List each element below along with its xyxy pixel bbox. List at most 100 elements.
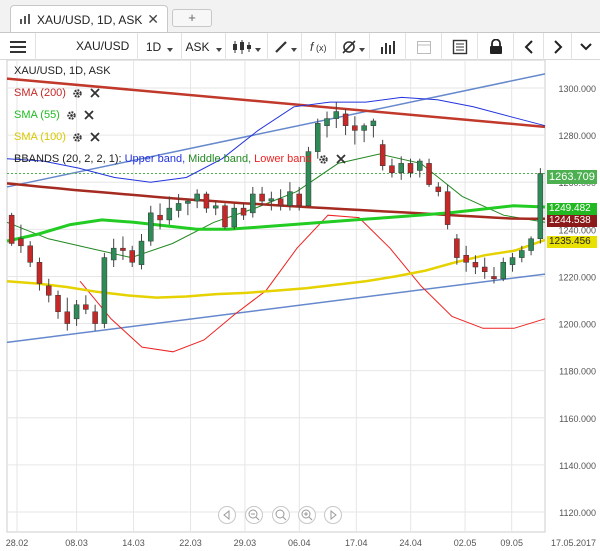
- candle-body: [528, 238, 534, 251]
- zoom-in-button[interactable]: [298, 506, 316, 524]
- bb-lower-label: Lower band: [254, 153, 312, 165]
- legend-sma55: SMA (55): [14, 109, 94, 121]
- close-icon[interactable]: [90, 132, 100, 142]
- candle-body: [231, 207, 238, 228]
- sma55-label[interactable]: SMA (55): [14, 109, 60, 121]
- y-tick-label: 1280.000: [558, 131, 596, 141]
- gear-icon[interactable]: [318, 154, 329, 165]
- legend-sma100: SMA (100): [14, 131, 100, 143]
- x-tick-label: 02.05: [454, 538, 477, 548]
- scroll-back-button[interactable]: [218, 506, 236, 524]
- bbands-label[interactable]: BBANDS (20, 2, 2, 1):: [14, 153, 122, 165]
- gear-icon[interactable]: [66, 110, 77, 121]
- close-icon[interactable]: [84, 110, 94, 120]
- svg-text:f: f: [310, 40, 315, 54]
- chart-type-button[interactable]: [226, 33, 268, 60]
- reset-zoom-button[interactable]: [272, 506, 290, 524]
- lock-icon: [489, 38, 502, 54]
- candle-body: [305, 151, 312, 207]
- sma55-line: [6, 204, 546, 243]
- candle-body: [55, 295, 61, 313]
- close-icon[interactable]: [90, 88, 100, 98]
- zoom-out-button[interactable]: [245, 506, 263, 524]
- volume-button[interactable]: [370, 33, 406, 60]
- candle-body: [212, 205, 219, 209]
- y-tick-label: 1240.000: [558, 225, 596, 235]
- candle-body: [379, 144, 386, 166]
- candle-body: [314, 123, 321, 152]
- candle-body: [166, 207, 173, 221]
- magnet-button[interactable]: [336, 33, 370, 60]
- candle-body: [398, 163, 404, 174]
- candlestick-icon: [233, 39, 251, 54]
- y-tick-label: 1180.000: [559, 367, 596, 377]
- tab-title: XAU/USD, 1D, ASK: [37, 13, 143, 27]
- candle-body: [120, 247, 126, 251]
- y-tick-label: 1300.000: [558, 84, 596, 94]
- price-side-label: ASK: [185, 39, 210, 54]
- candle-body: [481, 266, 488, 272]
- close-icon[interactable]: [336, 154, 346, 164]
- triangle-left-icon: [223, 509, 230, 521]
- timeframe-label: 1D: [145, 39, 162, 54]
- sma100-line: [6, 238, 546, 299]
- candle-body: [45, 285, 52, 296]
- candle-body: [342, 113, 349, 126]
- legend-main: XAU/USD, 1D, ASK: [14, 65, 111, 77]
- candle-body: [250, 193, 256, 214]
- candle-body: [92, 311, 98, 324]
- chart-tab[interactable]: XAU/USD, 1D, ASK ✕: [10, 5, 168, 32]
- x-tick-label: 14.03: [122, 538, 145, 548]
- more-button[interactable]: [572, 33, 600, 60]
- candle-body: [324, 118, 330, 126]
- chevron-down-icon: [167, 47, 174, 52]
- candle-body: [36, 262, 43, 284]
- chevron-down-icon: [290, 47, 297, 52]
- price-side-dropdown[interactable]: ASK: [182, 33, 226, 60]
- candle-body: [8, 214, 15, 244]
- candle-body: [277, 198, 284, 207]
- drawing-tools-button[interactable]: [268, 33, 302, 60]
- candle-body: [407, 163, 414, 174]
- candle-body: [287, 191, 293, 207]
- lock-button[interactable]: [478, 33, 514, 60]
- menu-button[interactable]: [0, 33, 36, 60]
- candle-body: [454, 238, 460, 258]
- timeframe-dropdown[interactable]: 1D: [138, 33, 182, 60]
- candle-body: [268, 198, 275, 202]
- bb-middle-label: Middle band,: [188, 153, 252, 165]
- calendar-button[interactable]: [406, 33, 442, 60]
- legend-sma200: SMA (200): [14, 87, 100, 99]
- candle-body: [537, 173, 544, 240]
- candle-body: [203, 193, 210, 209]
- x-tick-label: 17.04: [345, 538, 368, 548]
- candle-body: [352, 125, 358, 131]
- scroll-left-button[interactable]: [514, 33, 544, 60]
- tab-close-icon[interactable]: ✕: [147, 11, 159, 27]
- candle-body: [18, 238, 24, 247]
- gear-icon[interactable]: [72, 132, 83, 143]
- symbol-input[interactable]: XAU/USD: [76, 39, 130, 53]
- scroll-right-button[interactable]: [544, 33, 572, 60]
- gear-icon[interactable]: [72, 88, 83, 99]
- indicators-button[interactable]: f (x): [302, 33, 336, 60]
- candle-body: [222, 205, 228, 228]
- x-tick-label: 28.02: [6, 538, 29, 548]
- candle-body: [148, 212, 154, 242]
- sma200-label[interactable]: SMA (200): [14, 87, 66, 99]
- chevron-down-icon: [215, 47, 222, 52]
- candle-body: [509, 257, 516, 265]
- chevron-right-icon: [553, 39, 562, 54]
- scroll-forward-button[interactable]: [324, 506, 342, 524]
- candle-body: [472, 262, 479, 268]
- add-tab-button[interactable]: +: [172, 9, 212, 27]
- settings-panel-button[interactable]: [442, 33, 478, 60]
- bb-middle-line: [6, 153, 546, 259]
- candle-body: [101, 257, 108, 324]
- candle-body: [240, 207, 247, 216]
- sma100-label[interactable]: SMA (100): [14, 131, 66, 143]
- symbol-selector[interactable]: XAU/USD: [36, 33, 138, 60]
- candle-body: [361, 125, 367, 131]
- candle-body: [64, 311, 71, 324]
- tab-bar: XAU/USD, 1D, ASK ✕ +: [0, 0, 600, 33]
